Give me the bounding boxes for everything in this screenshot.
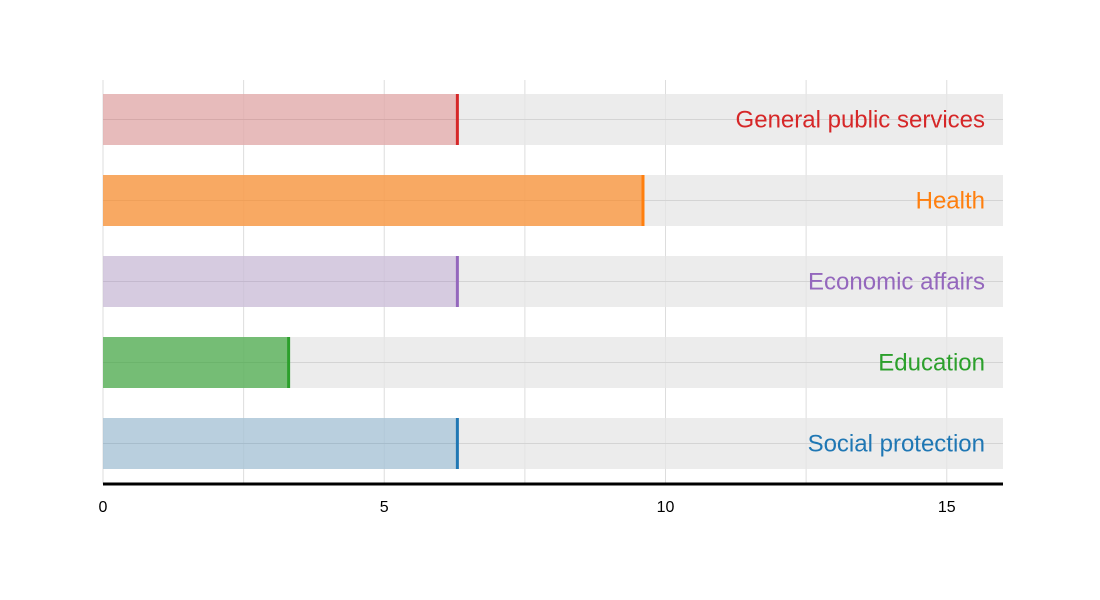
x-tick-label: 10 — [657, 499, 675, 516]
category-label: Economic affairs — [808, 269, 985, 296]
category-labels: General public services Health Economic af… — [736, 107, 985, 458]
bar — [103, 175, 643, 226]
x-tick-label: 0 — [99, 499, 108, 516]
bar — [103, 337, 289, 388]
bar — [103, 94, 458, 145]
category-label: General public services — [736, 107, 985, 134]
bars — [103, 94, 645, 469]
category-label: Health — [916, 188, 985, 215]
category-label: Education — [878, 350, 985, 377]
x-axis: 0 5 10 15 — [99, 482, 1003, 516]
category-label: Social protection — [808, 431, 985, 458]
bar — [103, 256, 458, 307]
x-tick-label: 5 — [380, 499, 389, 516]
bar — [103, 418, 458, 469]
x-tick-label: 15 — [938, 499, 956, 516]
